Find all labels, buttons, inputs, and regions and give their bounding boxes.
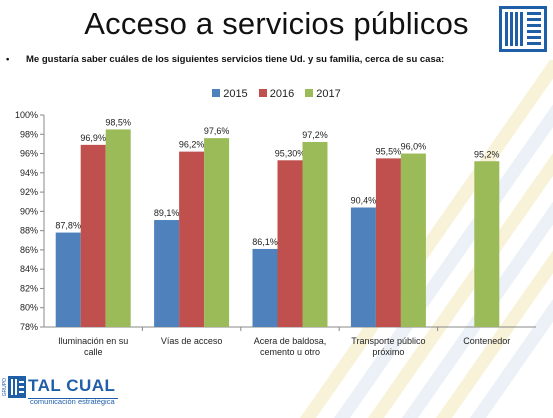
y-tick-label: 92% [20, 187, 38, 197]
background-stripe [436, 250, 553, 418]
bar-2015 [55, 232, 81, 327]
page-title: Acceso a servicios públicos [84, 6, 469, 41]
background-stripe [368, 153, 553, 418]
legend-item-2016: 2016 [258, 88, 295, 100]
y-tick-label: 84% [20, 264, 38, 274]
y-tick-label: 100% [15, 110, 38, 120]
brand-mark-icon [8, 376, 118, 399]
data-label: 97,6% [204, 126, 230, 136]
brand-logo-icon [499, 6, 547, 52]
legend-swatch [212, 89, 221, 97]
data-label: 86,1% [252, 237, 278, 247]
data-label: 95,30% [275, 148, 306, 158]
bar-2016 [375, 158, 401, 327]
x-tick-label: Acera de baldosa, [254, 336, 327, 346]
data-label: 89,1% [154, 208, 180, 218]
question-text: Me gustaría saber cuáles de los siguient… [26, 54, 445, 65]
y-tick-label: 98% [20, 129, 38, 139]
bar-2017 [400, 153, 426, 327]
x-tick-label: Contenedor [463, 336, 510, 346]
data-label: 96,0% [401, 142, 427, 152]
brand-name: TAL CUAL [28, 376, 116, 395]
bar-2015 [252, 248, 278, 327]
y-tick-label: 94% [20, 168, 38, 178]
bar-2015 [350, 207, 376, 327]
x-tick-label: próximo [372, 347, 404, 357]
x-tick-label: Iluminación en su [58, 336, 128, 346]
x-tick-label: Transporte público [351, 336, 425, 346]
data-label: 96,9% [80, 133, 106, 143]
data-label: 95,2% [474, 149, 500, 159]
bullet-icon: • [6, 54, 10, 65]
legend-label: 2015 [223, 88, 248, 100]
legend-label: 2017 [316, 88, 341, 100]
y-tick-label: 82% [20, 283, 38, 293]
bar-2017 [105, 129, 131, 327]
legend-item-2015: 2015 [212, 88, 248, 100]
x-tick-label: Vías de acceso [161, 336, 223, 346]
bar-2017 [204, 138, 230, 327]
brand-group-label: GRUPO [2, 378, 8, 397]
x-tick-label: calle [84, 347, 103, 357]
bar-2016 [179, 151, 205, 327]
legend-swatch [258, 89, 267, 97]
legend-swatch [305, 89, 314, 97]
background-stripe [470, 299, 553, 418]
chart-legend: 2015 2016 2017 [0, 88, 553, 100]
data-label: 87,8% [55, 221, 81, 231]
bar-2017 [302, 141, 328, 327]
brand-tagline: comunicación estratégica [30, 397, 115, 406]
data-label: 97,2% [302, 130, 328, 140]
bar-2016 [277, 160, 303, 327]
bar-2015 [154, 220, 180, 327]
y-tick-label: 86% [20, 245, 38, 255]
legend-item-2017: 2017 [305, 88, 341, 100]
data-label: 98,5% [105, 117, 131, 127]
y-tick-label: 78% [20, 322, 38, 332]
y-tick-label: 90% [20, 206, 38, 216]
y-tick-label: 80% [20, 303, 38, 313]
data-label: 90,4% [351, 196, 377, 206]
background-stripe [300, 60, 553, 418]
data-label: 96,2% [179, 140, 205, 150]
legend-label: 2016 [269, 88, 295, 100]
x-tick-label: cemento u otro [260, 347, 320, 357]
bar-2016 [80, 144, 106, 327]
bar-2017 [474, 161, 500, 327]
y-tick-label: 88% [20, 226, 38, 236]
data-label: 95,5% [376, 146, 402, 156]
y-tick-label: 96% [20, 149, 38, 159]
survey-question: • Me gustaría saber cuáles de los siguien… [6, 54, 526, 65]
